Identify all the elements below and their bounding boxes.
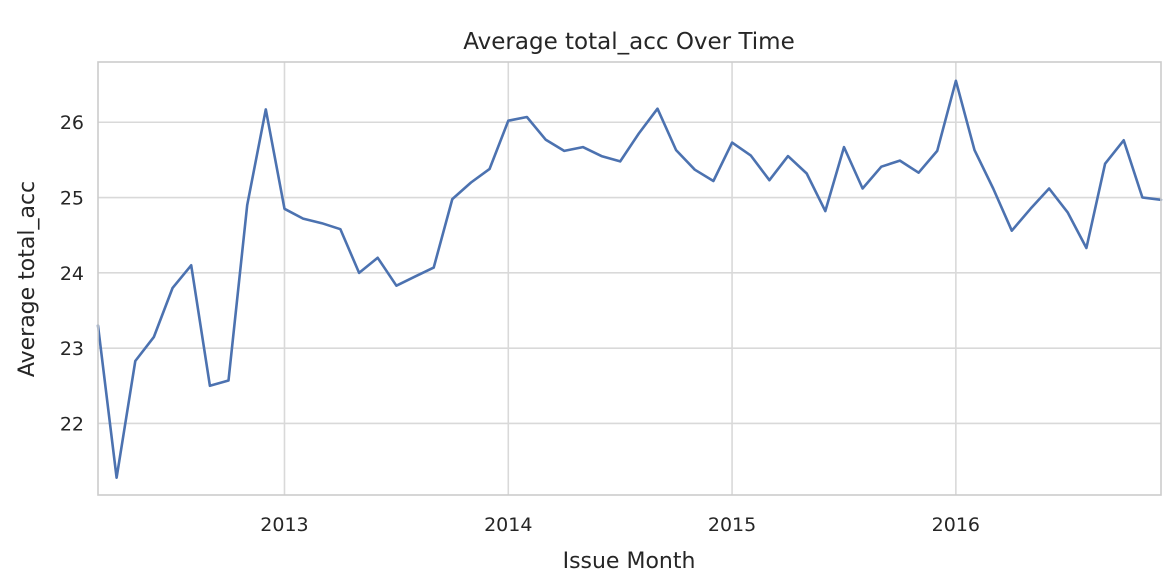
tick-labels: 22 23 24 25 26 2013 2014 2015 2016 [60, 112, 980, 536]
series-layer [96, 79, 1163, 480]
x-tick-label: 2015 [708, 514, 756, 536]
x-tick-label: 2014 [484, 514, 532, 536]
chart-title: Average total_acc Over Time [463, 29, 794, 55]
grid [98, 62, 1161, 495]
y-axis-label: Average total_acc [15, 181, 40, 377]
y-tick-label: 23 [60, 338, 84, 360]
plot-frame [97, 61, 1162, 496]
x-tick-label: 2013 [260, 514, 308, 536]
y-tick-label: 22 [60, 413, 84, 435]
x-axis-label: Issue Month [563, 549, 696, 574]
y-tick-label: 24 [60, 263, 84, 285]
y-tick-label: 26 [60, 112, 84, 134]
x-tick-label: 2016 [932, 514, 980, 536]
series-line [96, 79, 1163, 480]
y-tick-label: 25 [60, 188, 84, 210]
